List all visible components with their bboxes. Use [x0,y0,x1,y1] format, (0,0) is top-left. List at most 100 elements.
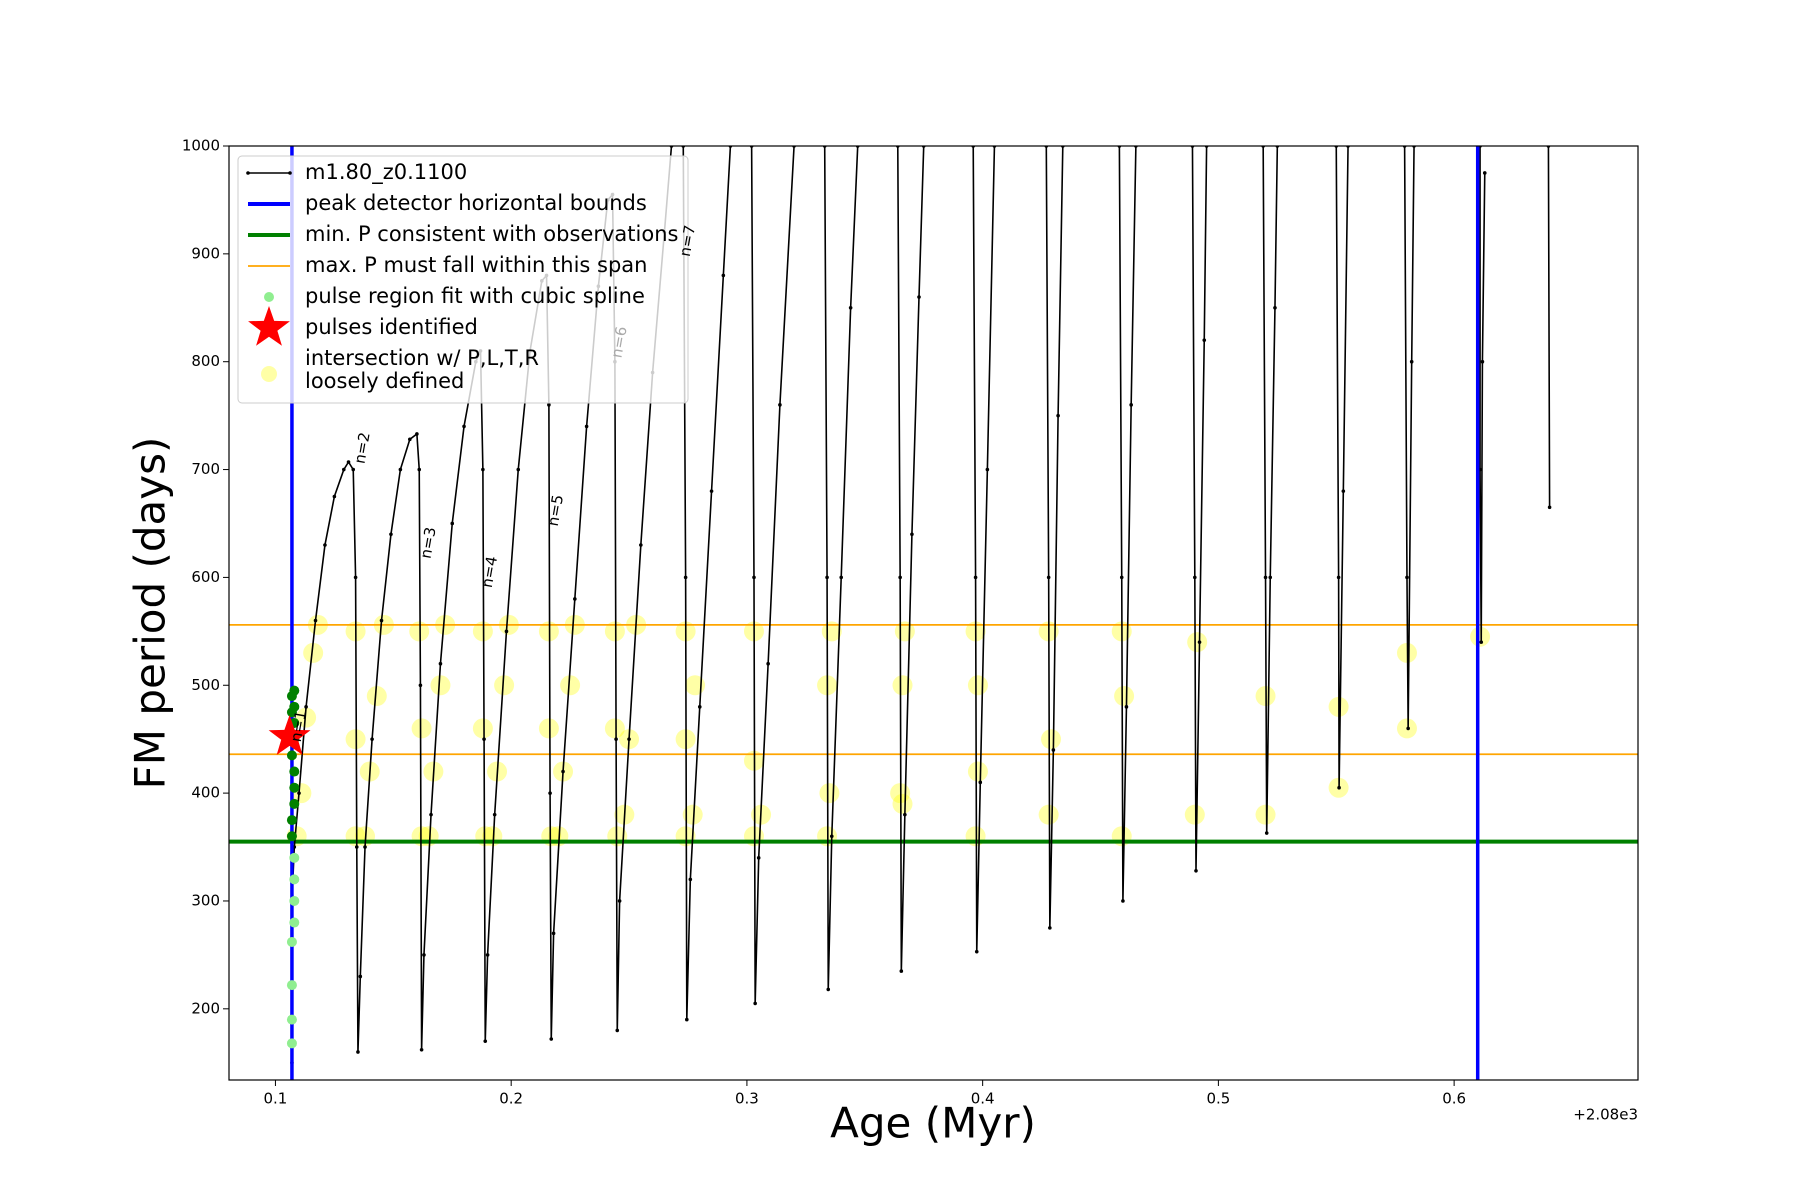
y-tick-label: 200 [191,999,220,1017]
line-marker [1336,575,1341,580]
scatter-point [286,750,297,761]
line-marker [766,661,770,666]
y-tick-label: 300 [191,891,220,909]
line-marker [1051,748,1056,752]
legend-label: intersection w/ P,L,T,R [305,346,539,370]
line-marker [516,467,521,472]
line-marker [899,969,904,973]
line-marker [721,273,726,278]
line-marker [1121,899,1125,903]
line-marker [1337,785,1341,790]
line-marker [351,467,356,472]
line-marker [825,575,829,580]
scatter-point [289,766,300,777]
line-marker [313,618,318,623]
line-marker [1482,171,1487,175]
line-marker [829,834,834,839]
line-marker [323,543,327,547]
annotation: n=1 [287,709,310,743]
halo-point [892,793,913,814]
line-marker [492,812,497,817]
scatter-point [289,852,300,863]
scatter-point [286,815,297,826]
legend-label: pulses identified [305,315,478,339]
line-marker [903,812,907,817]
scatter-point [289,874,300,885]
line-marker [481,467,485,472]
scatter-point [289,701,300,712]
line-marker [549,1037,554,1041]
line-marker [1341,489,1346,493]
legend-handle [248,306,290,346]
halo-point [366,686,387,707]
scatter-point [286,831,297,842]
annotation: n=7 [676,224,699,258]
halo-point [967,761,988,782]
line-marker [415,432,419,436]
line-marker [418,683,423,688]
line-marker [898,575,902,580]
y-axis-label: FM period (days) [126,437,175,790]
line-marker [450,521,455,526]
line-marker [548,791,552,795]
halo-point [892,675,913,696]
line-marker [332,494,337,499]
x-tick-label: 0.2 [499,1090,523,1108]
line-marker [848,305,853,310]
annotation: n=2 [351,431,374,465]
line-marker [462,424,466,429]
line-marker [1406,726,1410,731]
line-marker [1479,640,1484,644]
line-marker [561,769,565,774]
scatter-point [289,917,300,928]
line-marker [398,467,403,472]
line-marker [778,403,782,407]
line-marker [342,467,346,472]
line-marker [985,467,990,472]
x-offset-label: +2.08e3 [1573,1106,1638,1124]
line-marker [1129,403,1133,407]
line-marker [438,661,443,666]
y-tick-label: 900 [191,244,220,262]
halo-point [560,675,581,696]
line-marker [1268,575,1273,580]
x-tick-label: 0.6 [1442,1090,1466,1108]
scatter-point [286,1038,297,1049]
line-marker [615,1028,620,1033]
line-marker [504,629,509,634]
line-marker [363,845,367,849]
scatter-point [286,936,297,947]
line-marker [547,403,551,407]
halo-point [411,718,432,739]
annotation: n=3 [417,526,440,560]
line-marker [697,705,702,709]
line-marker [978,780,983,785]
annotation: n=5 [544,493,567,527]
line-marker [709,489,714,493]
halo-point [303,642,324,663]
line-marker [354,845,359,849]
line-marker [483,1039,488,1043]
line-marker [417,467,422,472]
line-marker [617,899,622,903]
line-marker [584,424,589,429]
halo-point [604,718,625,739]
line-marker [370,737,374,741]
scatter-point [289,798,300,809]
line-marker [917,295,921,299]
line-marker [356,1050,360,1054]
y-tick-label: 400 [191,784,220,802]
line-marker [1202,338,1207,342]
halo-point [1255,804,1276,825]
line-marker [839,575,844,580]
line-marker [297,791,301,795]
line-marker [752,575,756,580]
line-marker [1264,831,1269,835]
halo-point [409,621,430,642]
line-marker [826,987,831,992]
halo-point [430,675,451,696]
halo-point [1470,626,1491,647]
halo-point [296,707,317,728]
x-tick-label: 0.3 [735,1090,759,1108]
axes-frame [228,145,1639,1081]
